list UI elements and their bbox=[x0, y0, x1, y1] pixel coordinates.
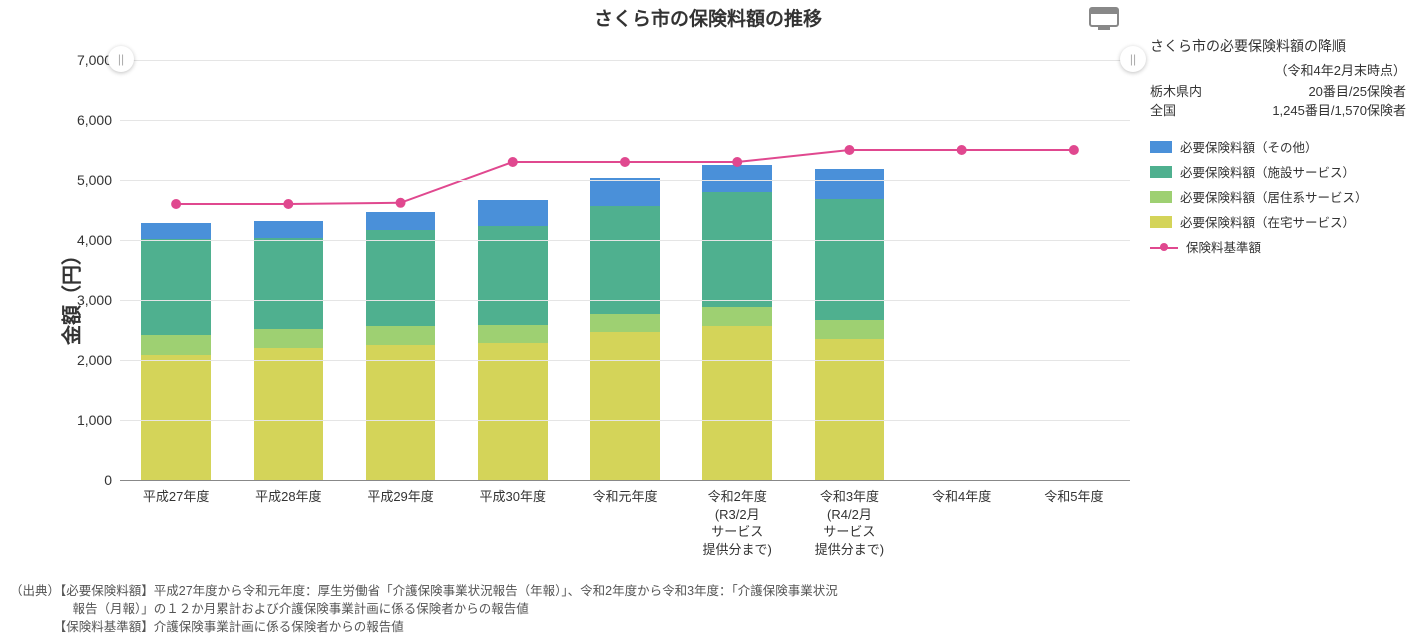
grid-line bbox=[120, 360, 1130, 361]
side-title: さくら市の必要保険料額の降順 bbox=[1150, 36, 1406, 56]
scroll-handle-left[interactable]: || bbox=[108, 46, 134, 72]
y-tick-label: 5,000 bbox=[77, 172, 120, 188]
legend-label: 保険料基準額 bbox=[1186, 237, 1261, 256]
y-tick-label: 1,000 bbox=[77, 412, 120, 428]
legend-item: 必要保険料額（居住系サービス） bbox=[1150, 187, 1406, 206]
y-tick-label: 6,000 bbox=[77, 112, 120, 128]
footnote: （出典）【必要保険料額】平成27年度から令和元年度：厚生労働省「介護保険事業状況… bbox=[10, 582, 838, 636]
x-tick-label: 平成27年度 bbox=[120, 480, 232, 506]
chart-area: 金額（円） 平成27年度平成28年度平成29年度平成30年度令和元年度令和2年度… bbox=[20, 40, 1140, 550]
x-tick-label: 令和3年度 (R4/2月 サービス 提供分まで) bbox=[793, 480, 905, 558]
grid-line bbox=[120, 180, 1130, 181]
rank-rows: 栃木県内 20番目/25保険者全国 1,245番目/1,570保険者 bbox=[1150, 81, 1406, 119]
grid-line bbox=[120, 240, 1130, 241]
y-tick-label: 3,000 bbox=[77, 292, 120, 308]
legend-item: 必要保険料額（その他） bbox=[1150, 137, 1406, 156]
x-tick-label: 平成29年度 bbox=[344, 480, 456, 506]
legend-swatch bbox=[1150, 166, 1172, 178]
x-tick-label: 令和4年度 bbox=[906, 480, 1018, 506]
rank-region: 栃木県内 bbox=[1150, 81, 1202, 100]
legend-swatch bbox=[1150, 216, 1172, 228]
export-icon[interactable] bbox=[1088, 6, 1124, 37]
y-tick-label: 4,000 bbox=[77, 232, 120, 248]
grid-line bbox=[120, 300, 1130, 301]
legend-label: 必要保険料額（居住系サービス） bbox=[1180, 187, 1368, 206]
chart-title: さくら市の保険料額の推移 bbox=[0, 0, 1416, 31]
y-tick-label: 2,000 bbox=[77, 352, 120, 368]
x-tick-label: 令和2年度 (R3/2月 サービス 提供分まで) bbox=[681, 480, 793, 558]
x-axis-layer: 平成27年度平成28年度平成29年度平成30年度令和元年度令和2年度 (R3/2… bbox=[120, 60, 1130, 480]
side-panel: さくら市の必要保険料額の降順 （令和4年2月末時点） 栃木県内 20番目/25保険… bbox=[1150, 36, 1406, 262]
legend-label: 必要保険料額（施設サービス） bbox=[1180, 162, 1355, 181]
grid-line bbox=[120, 60, 1130, 61]
x-tick-label: 平成28年度 bbox=[232, 480, 344, 506]
y-tick-label: 0 bbox=[104, 472, 120, 488]
legend-item: 保険料基準額 bbox=[1150, 237, 1406, 256]
scroll-handle-right[interactable]: || bbox=[1120, 46, 1146, 72]
side-subtitle: （令和4年2月末時点） bbox=[1150, 60, 1406, 79]
legend-label: 必要保険料額（在宅サービス） bbox=[1180, 212, 1355, 231]
rank-value: 20番目/25保険者 bbox=[1308, 81, 1406, 100]
grid-line bbox=[120, 420, 1130, 421]
rank-region: 全国 bbox=[1150, 100, 1176, 119]
x-tick-label: 令和5年度 bbox=[1018, 480, 1130, 506]
legend: 必要保険料額（その他） 必要保険料額（施設サービス） 必要保険料額（居住系サービス）… bbox=[1150, 137, 1406, 256]
legend-swatch bbox=[1150, 141, 1172, 153]
grid-line bbox=[120, 120, 1130, 121]
legend-item: 必要保険料額（在宅サービス） bbox=[1150, 212, 1406, 231]
x-tick-label: 令和元年度 bbox=[569, 480, 681, 506]
legend-swatch bbox=[1150, 191, 1172, 203]
rank-row: 全国 1,245番目/1,570保険者 bbox=[1150, 100, 1406, 119]
legend-label: 必要保険料額（その他） bbox=[1180, 137, 1318, 156]
x-tick-label: 平成30年度 bbox=[457, 480, 569, 506]
plot-area: 平成27年度平成28年度平成29年度平成30年度令和元年度令和2年度 (R3/2… bbox=[120, 60, 1130, 481]
legend-item: 必要保険料額（施設サービス） bbox=[1150, 162, 1406, 181]
rank-value: 1,245番目/1,570保険者 bbox=[1272, 100, 1406, 119]
rank-row: 栃木県内 20番目/25保険者 bbox=[1150, 81, 1406, 100]
legend-line-icon bbox=[1150, 241, 1178, 253]
